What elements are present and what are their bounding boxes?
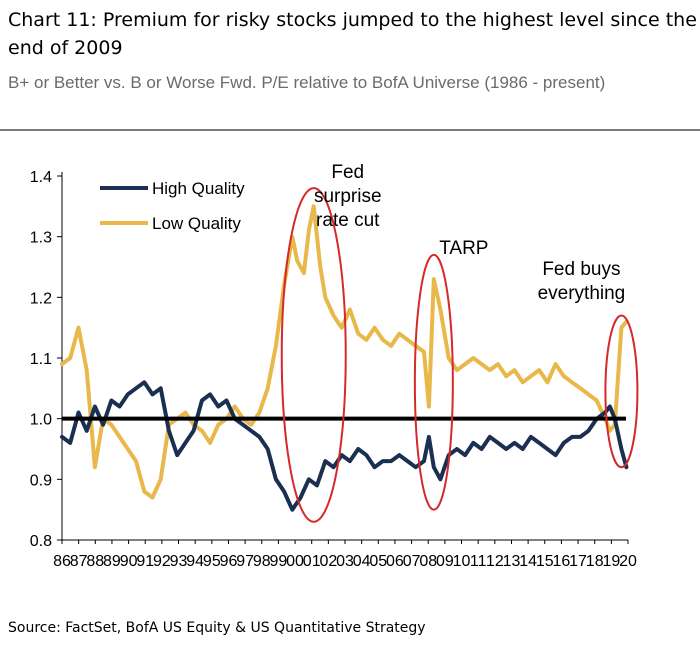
series-line-high-quality <box>60 380 629 512</box>
x-tick-label: 01 <box>303 553 321 570</box>
y-tick-label: 1.1 <box>30 351 52 368</box>
x-tick-label: 17 <box>569 553 587 570</box>
x-tick-label: 15 <box>536 553 554 570</box>
x-tick-label: 04 <box>353 553 371 570</box>
x-tick-label: 20 <box>619 553 637 570</box>
x-tick-label: 16 <box>553 553 571 570</box>
x-tick-label: 98 <box>253 553 271 570</box>
series-layer <box>60 204 629 512</box>
x-tick-label: 93 <box>170 553 188 570</box>
annotation-layer: Fed surprise rate cut TARP Fed buys everythin… <box>280 162 639 523</box>
annotation-label: everything <box>538 283 626 304</box>
legend-label: High Quality <box>152 179 245 198</box>
legend-label: Low Quality <box>152 214 241 233</box>
x-tick-label: 08 <box>419 553 437 570</box>
header-divider <box>0 129 700 131</box>
x-tick-label: 03 <box>336 553 354 570</box>
y-tick-label: 1.4 <box>30 169 52 186</box>
x-tick-label: 13 <box>503 553 521 570</box>
y-axis: 0.8 0.9 1.0 1.1 1.2 1.3 1.4 <box>30 169 63 550</box>
x-tick-label: 97 <box>236 553 254 570</box>
x-tick-label: 95 <box>203 553 221 570</box>
x-tick-label: 87 <box>70 553 88 570</box>
x-tick-label: 05 <box>369 553 387 570</box>
x-tick-label: 88 <box>86 553 104 570</box>
x-tick-label: 96 <box>220 553 238 570</box>
chart-subtitle: B+ or Better vs. B or Worse Fwd. P/E rel… <box>8 73 606 92</box>
annotation-label: Fed <box>331 162 364 183</box>
x-axis: 8687888990919293949596979899000102030405… <box>53 539 637 570</box>
annotation-label: surprise <box>314 186 382 207</box>
y-tick-label: 0.8 <box>30 533 52 550</box>
annotation-label: Fed buys <box>542 259 620 280</box>
y-tick-label: 1.3 <box>30 230 52 247</box>
x-tick-label: 91 <box>136 553 154 570</box>
annotation-label: rate cut <box>316 210 380 231</box>
x-tick-label: 89 <box>103 553 121 570</box>
x-tick-label: 09 <box>436 553 454 570</box>
x-tick-label: 10 <box>453 553 471 570</box>
highlight-ellipse <box>280 187 347 523</box>
x-tick-label: 92 <box>153 553 171 570</box>
source-note: Source: FactSet, BofA US Equity & US Qua… <box>8 620 426 636</box>
x-tick-label: 06 <box>386 553 404 570</box>
chart-title: Chart 11: Premium for risky stocks jumpe… <box>8 9 697 59</box>
highlight-ellipse <box>413 253 454 511</box>
line-chart: 0.8 0.9 1.0 1.1 1.2 1.3 1.4 868788899091929394… <box>30 162 639 570</box>
x-tick-label: 86 <box>53 553 71 570</box>
x-tick-label: 90 <box>120 553 138 570</box>
x-tick-label: 02 <box>319 553 337 570</box>
x-tick-label: 11 <box>470 553 487 570</box>
x-tick-label: 99 <box>270 553 288 570</box>
legend: High Quality Low Quality <box>100 179 245 233</box>
x-tick-label: 07 <box>403 553 421 570</box>
x-tick-label: 18 <box>586 553 604 570</box>
x-tick-label: 12 <box>486 553 504 570</box>
x-tick-label: 94 <box>186 553 204 570</box>
annotation-label: TARP <box>439 238 488 259</box>
highlight-ellipse <box>604 314 639 469</box>
y-tick-label: 0.9 <box>30 472 52 489</box>
series-line-low-quality <box>60 204 629 500</box>
x-tick-label: 00 <box>286 553 304 570</box>
x-tick-label: 19 <box>602 553 620 570</box>
x-tick-label: 14 <box>519 553 537 570</box>
y-tick-label: 1.2 <box>30 290 52 307</box>
y-tick-label: 1.0 <box>30 412 52 429</box>
